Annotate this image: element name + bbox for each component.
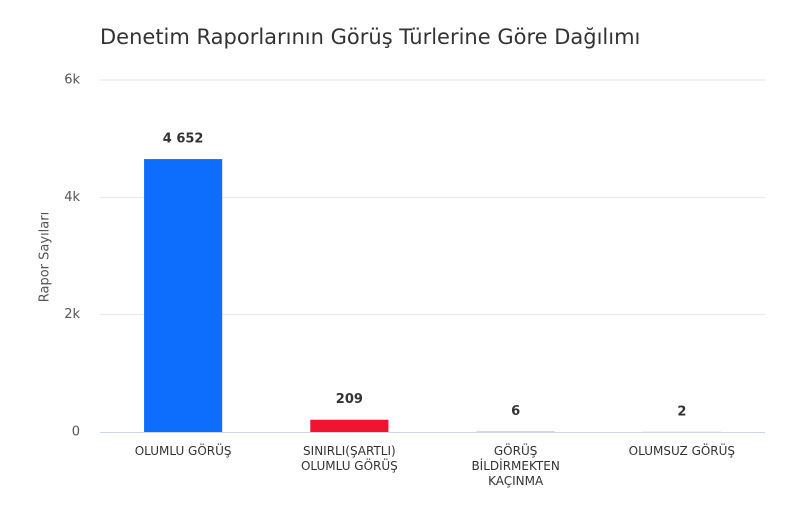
x-tick-label: OLUMSUZ GÖRÜŞ [628,444,736,458]
x-tick-label: GÖRÜŞ BİLDİRMEKTEN KAÇINMA [471,444,560,488]
bar [144,159,223,432]
y-tick-label: 6k [64,73,80,88]
x-tick-label: OLUMLU GÖRÜŞ [134,444,232,458]
chart-title: Denetim Raporlarının Görüş Türlerine Gör… [100,25,640,49]
x-tick-label: SINIRLI(ŞARTLI) OLUMLU GÖRÜŞ [300,444,398,473]
bar [310,419,389,432]
y-axis-label: Rapor Sayıları [38,212,53,302]
y-tick-label: 2k [64,307,80,322]
y-tick-label: 0 [72,425,80,440]
value-label: 4 652 [163,132,204,147]
value-label: 2 [677,404,686,419]
value-label: 6 [511,404,520,419]
value-label: 209 [336,392,363,407]
y-tick-label: 4k [64,190,80,205]
